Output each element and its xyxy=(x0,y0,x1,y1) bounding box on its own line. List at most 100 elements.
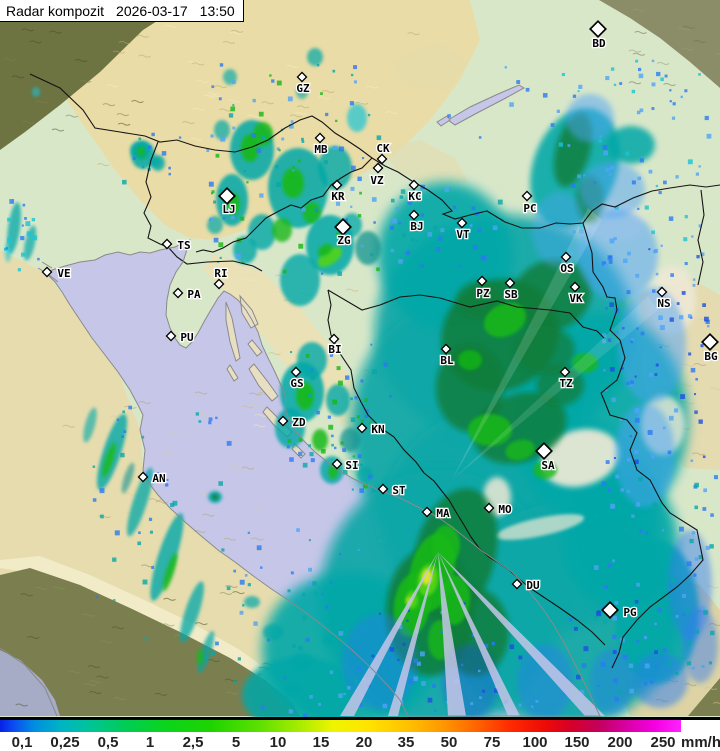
radar-speckle xyxy=(166,478,169,481)
radar-speckle xyxy=(619,418,622,421)
station-MB[interactable]: MB xyxy=(313,132,329,157)
radar-speckle xyxy=(516,80,521,84)
station-SB[interactable]: SB xyxy=(503,277,519,302)
station-SI[interactable]: SI xyxy=(331,458,360,473)
station-PG[interactable]: PG xyxy=(601,601,638,620)
radar-speckle xyxy=(398,259,403,264)
radar-speckle xyxy=(151,566,155,569)
radar-speckle xyxy=(612,650,617,654)
station-VT[interactable]: VT xyxy=(455,217,471,242)
station-CK[interactable]: CK xyxy=(375,141,391,165)
station-label: BG xyxy=(704,350,718,363)
radar-speckle xyxy=(383,362,388,367)
radar-speckle xyxy=(643,636,648,640)
station-BJ[interactable]: BJ xyxy=(408,209,425,234)
radar-echoes xyxy=(5,48,718,717)
radar-speckle xyxy=(478,136,482,139)
radar-speckle xyxy=(602,333,607,338)
radar-speckle xyxy=(608,260,613,264)
station-NS[interactable]: NS xyxy=(656,286,672,311)
scale-tick: 5 xyxy=(231,734,241,751)
station-BI[interactable]: BI xyxy=(327,333,343,357)
station-marker-icon xyxy=(456,217,468,229)
station-MA[interactable]: MA xyxy=(421,506,451,521)
station-marker-icon xyxy=(560,251,572,263)
radar-speckle xyxy=(645,531,649,535)
station-marker-icon xyxy=(601,601,619,619)
coastline xyxy=(0,647,58,717)
station-VE[interactable]: VE xyxy=(41,266,72,281)
radar-speckle xyxy=(690,459,694,462)
station-label: PA xyxy=(187,288,201,301)
station-OS[interactable]: OS xyxy=(559,251,575,276)
station-MO[interactable]: MO xyxy=(483,502,513,517)
station-GS[interactable]: GS xyxy=(289,366,305,391)
station-KR[interactable]: KR xyxy=(330,179,346,204)
station-LJ[interactable]: LJ xyxy=(218,187,237,217)
station-marker-icon xyxy=(483,502,495,514)
radar-speckle xyxy=(320,92,323,96)
station-PC[interactable]: PC xyxy=(521,190,538,216)
station-PU[interactable]: PU xyxy=(165,330,195,345)
radar-echo xyxy=(83,407,97,443)
station-BL[interactable]: BL xyxy=(439,343,455,368)
radar-speckle xyxy=(525,87,530,92)
station-marker-icon xyxy=(290,366,302,378)
radar-speckle xyxy=(215,416,218,420)
radar-speckle xyxy=(705,319,710,325)
radar-speckle xyxy=(389,394,392,398)
station-GZ[interactable]: GZ xyxy=(295,71,311,96)
radar-speckle xyxy=(660,77,664,82)
station-ST[interactable]: ST xyxy=(377,483,407,498)
radar-speckle xyxy=(208,181,214,187)
radar-speckle xyxy=(373,221,376,224)
station-KN[interactable]: KN xyxy=(356,422,386,437)
station-VZ[interactable]: VZ xyxy=(369,162,385,188)
radar-map[interactable]: VE TS RI PA PU GZ LJ MB KR CK VZ KC BJ ZG VT PC OS PZ SB VK… xyxy=(0,0,720,717)
station-ZD[interactable]: ZD xyxy=(277,415,307,430)
station-RI[interactable]: RI xyxy=(213,266,229,290)
radar-speckle xyxy=(7,217,11,222)
radar-speckle xyxy=(25,221,31,227)
radar-echo xyxy=(282,168,304,198)
radar-speckle xyxy=(631,338,635,342)
radar-speckle xyxy=(286,445,290,449)
radar-speckle xyxy=(518,655,523,660)
radar-speckle xyxy=(706,324,710,328)
station-BD[interactable]: BD xyxy=(589,20,607,51)
station-VK[interactable]: VK xyxy=(568,281,584,306)
radar-speckle xyxy=(604,264,609,268)
station-marker-icon xyxy=(511,578,523,590)
station-KC[interactable]: KC xyxy=(407,179,423,204)
radar-speckle xyxy=(230,215,235,220)
station-label: NS xyxy=(657,297,670,310)
radar-speckle xyxy=(703,610,708,615)
radar-speckle xyxy=(558,142,564,147)
radar-speckle xyxy=(669,584,672,587)
station-marker-icon xyxy=(589,20,607,38)
station-BG[interactable]: BG xyxy=(701,333,719,364)
radar-speckle xyxy=(637,176,642,181)
station-SA[interactable]: SA xyxy=(535,442,556,473)
station-TS[interactable]: TS xyxy=(161,238,192,253)
station-label: PC xyxy=(523,202,536,215)
radar-speckle xyxy=(421,681,426,686)
radar-speckle xyxy=(420,213,425,217)
radar-echo xyxy=(347,104,367,132)
radar-echo xyxy=(317,247,343,267)
radar-speckle xyxy=(702,455,706,459)
station-TZ[interactable]: TZ xyxy=(558,366,574,391)
radar-speckle xyxy=(621,367,624,370)
station-PA[interactable]: PA xyxy=(172,287,202,302)
station-AN[interactable]: AN xyxy=(137,471,167,486)
station-label: BD xyxy=(592,37,606,50)
station-ZG[interactable]: ZG xyxy=(334,218,352,248)
station-marker-icon xyxy=(218,187,236,205)
radar-speckle xyxy=(3,247,7,251)
radar-speckle xyxy=(615,474,620,479)
station-PZ[interactable]: PZ xyxy=(475,275,491,301)
station-DU[interactable]: DU xyxy=(511,578,541,593)
radar-speckle xyxy=(627,251,631,256)
radar-speckle xyxy=(371,369,377,375)
station-marker-icon xyxy=(334,218,352,236)
